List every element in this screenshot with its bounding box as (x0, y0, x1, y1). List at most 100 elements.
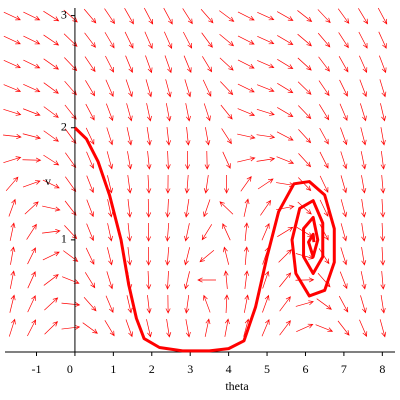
field-arrow (295, 300, 314, 307)
field-arrow (165, 270, 171, 290)
field-arrow (107, 223, 113, 242)
field-arrow (62, 276, 80, 285)
field-arrow (185, 319, 191, 338)
field-arrow (360, 295, 367, 314)
field-arrow (204, 318, 211, 337)
field-arrow (43, 130, 59, 142)
field-arrow (42, 251, 60, 261)
field-arrow (340, 223, 348, 242)
field-arrow (205, 127, 211, 146)
field-arrow (3, 35, 21, 45)
field-arrow (43, 34, 60, 46)
field-arrow (237, 83, 255, 93)
field-arrow (165, 223, 171, 242)
field-arrow (85, 247, 95, 265)
field-arrow (337, 320, 350, 336)
field-arrow (197, 277, 217, 283)
y-axis-label: v (45, 174, 51, 188)
field-arrow (65, 152, 77, 169)
field-arrow (127, 199, 132, 218)
field-arrow (184, 295, 190, 314)
field-arrow (10, 246, 16, 265)
field-arrow (277, 83, 294, 94)
field-arrow (358, 8, 369, 25)
field-arrow (165, 150, 171, 170)
direction-field (3, 7, 388, 338)
field-arrow (27, 295, 36, 313)
field-arrow (202, 79, 212, 97)
field-arrow (145, 55, 153, 74)
field-arrow (61, 301, 81, 307)
field-arrow (338, 295, 349, 313)
field-arrow (222, 246, 230, 265)
field-arrow (43, 106, 59, 118)
field-arrow (185, 127, 191, 146)
field-arrow (380, 246, 386, 266)
field-arrow (126, 127, 133, 146)
field-arrow (8, 198, 16, 217)
field-arrow (220, 81, 234, 96)
field-arrow (297, 33, 312, 47)
field-arrow (243, 222, 249, 241)
field-arrow (127, 175, 133, 194)
field-arrow (339, 79, 348, 97)
field-arrow (339, 271, 348, 290)
field-arrow (277, 226, 294, 237)
field-arrow (277, 35, 294, 45)
field-arrow (276, 156, 295, 165)
field-arrow (277, 107, 294, 117)
field-arrow (203, 175, 209, 194)
field-arrow (319, 104, 330, 121)
field-arrow (84, 56, 96, 73)
field-arrow (185, 150, 191, 170)
field-arrow (85, 80, 96, 97)
field-arrow (237, 133, 256, 140)
field-arrow (3, 84, 22, 93)
field-arrow (380, 222, 386, 242)
field-arrow (43, 154, 60, 166)
field-arrow (163, 7, 173, 25)
field-arrow (126, 295, 133, 314)
field-arrow (240, 176, 252, 192)
field-arrow (219, 57, 234, 71)
x-tick-label: 8 (379, 362, 385, 376)
field-arrow (316, 298, 332, 310)
field-arrow (260, 199, 272, 216)
field-arrow (61, 324, 81, 330)
field-arrow (106, 151, 114, 170)
field-arrow (165, 198, 171, 218)
field-arrow (107, 247, 114, 266)
field-arrow (84, 272, 96, 289)
field-arrow (183, 55, 192, 74)
field-arrow (297, 81, 312, 95)
field-arrow (279, 320, 291, 336)
field-arrow (165, 103, 172, 122)
x-tick-label: 4 (226, 362, 232, 376)
field-arrow (183, 247, 191, 266)
field-arrow (319, 175, 329, 193)
field-arrow (9, 222, 16, 241)
field-arrow (337, 8, 350, 24)
field-arrow (146, 319, 152, 338)
field-arrow (380, 295, 386, 314)
field-arrow (380, 151, 386, 170)
field-arrow (3, 108, 22, 116)
field-arrow (237, 108, 256, 117)
field-arrow (380, 103, 386, 122)
field-arrow (86, 223, 95, 242)
field-arrow (124, 8, 134, 25)
field-arrow (262, 270, 270, 289)
field-arrow (44, 297, 59, 311)
field-arrow (359, 319, 368, 338)
field-arrow (224, 174, 230, 194)
field-arrow (185, 103, 191, 122)
field-arrow (105, 79, 114, 97)
field-arrow (22, 180, 41, 188)
field-arrow (124, 31, 134, 49)
field-arrow (359, 103, 367, 122)
field-arrow (42, 228, 61, 234)
field-arrow (256, 134, 276, 140)
field-arrow (237, 35, 255, 45)
field-arrow (106, 271, 114, 290)
field-arrow (183, 31, 193, 49)
